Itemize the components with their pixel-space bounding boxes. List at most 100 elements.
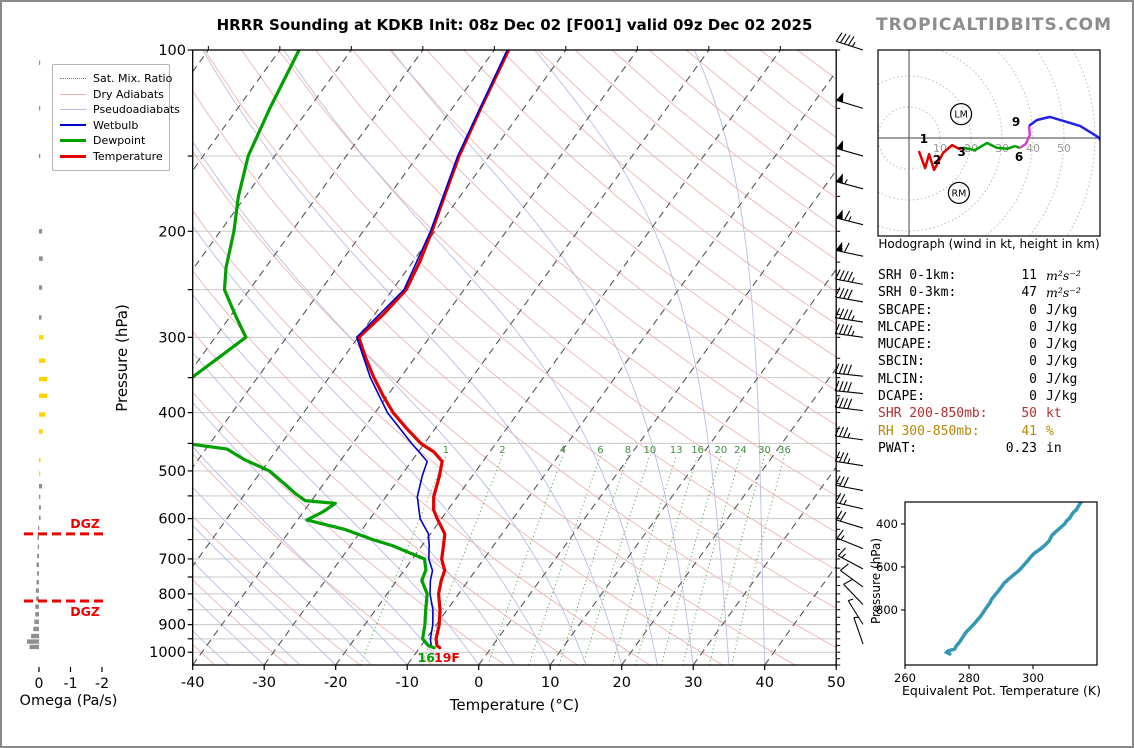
stats-label: SBCAPE: bbox=[878, 302, 933, 318]
legend-line-swatch bbox=[60, 154, 86, 158]
stats-value: 0 bbox=[1029, 389, 1037, 405]
svg-text:6: 6 bbox=[597, 445, 603, 456]
svg-text:20: 20 bbox=[715, 445, 728, 456]
svg-text:300: 300 bbox=[1022, 671, 1044, 685]
stats-value: 41 bbox=[1021, 423, 1037, 439]
svg-text:16: 16 bbox=[418, 650, 436, 665]
svg-text:2: 2 bbox=[933, 153, 941, 167]
tropicaltidbits-watermark: TROPICALTIDBITS.COM bbox=[876, 15, 1113, 35]
stats-value: 11 bbox=[1021, 268, 1037, 283]
svg-text:30: 30 bbox=[684, 675, 702, 691]
svg-text:9: 9 bbox=[1012, 115, 1020, 129]
svg-text:-2: -2 bbox=[95, 676, 109, 692]
svg-text:DGZ: DGZ bbox=[70, 516, 100, 531]
stats-value: 0 bbox=[1029, 337, 1037, 353]
sounding-stats-panel: SRH 0-1km: 11 m²s⁻² SRH 0-3km: 47 m²s⁻² SBCAPE… bbox=[878, 267, 1104, 457]
svg-text:2: 2 bbox=[499, 445, 505, 456]
legend-item: Temperature bbox=[60, 149, 163, 165]
svg-text:900: 900 bbox=[158, 618, 186, 634]
svg-text:24: 24 bbox=[734, 445, 747, 456]
legend-item-label: Sat. Mix. Ratio bbox=[93, 72, 173, 86]
thetae-x-axis-label: Equivalent Pot. Temperature (K) bbox=[902, 683, 1101, 698]
stats-unit: m²s⁻² bbox=[1046, 268, 1081, 283]
skewt-y-axis-label: Pressure (hPa) bbox=[113, 304, 131, 412]
svg-text:10: 10 bbox=[541, 675, 559, 691]
thetae-panel: 260 280 300 400 600 800 bbox=[876, 501, 1098, 685]
stats-label: PWAT: bbox=[878, 440, 918, 456]
stats-row: PWAT: 0.23 in bbox=[878, 440, 1104, 457]
svg-text:0: 0 bbox=[474, 675, 483, 691]
legend-item: Dry Adiabats bbox=[60, 87, 164, 103]
stats-unit: J/kg bbox=[1046, 371, 1078, 387]
svg-text:-10: -10 bbox=[395, 675, 419, 691]
page-title: HRRR Sounding at KDKB Init: 08z Dec 02 [… bbox=[216, 16, 813, 34]
stats-label: DCAPE: bbox=[878, 389, 925, 405]
legend-line-swatch bbox=[60, 93, 86, 95]
stats-unit: J/kg bbox=[1046, 337, 1078, 353]
svg-text:20: 20 bbox=[612, 675, 630, 691]
hodograph-trace-6-9km bbox=[1019, 125, 1032, 149]
stats-unit: m²s⁻² bbox=[1046, 285, 1081, 301]
svg-text:RM: RM bbox=[952, 188, 967, 199]
stats-label: RH 300-850mb: bbox=[878, 423, 980, 439]
stats-value: 0 bbox=[1029, 319, 1037, 335]
stats-unit: kt bbox=[1046, 406, 1062, 422]
sounding-curves bbox=[192, 50, 511, 650]
svg-text:0: 0 bbox=[35, 676, 44, 692]
svg-text:280: 280 bbox=[958, 671, 980, 685]
hodograph-trace-9-12km bbox=[1028, 115, 1100, 142]
skewt-background-lines bbox=[192, 50, 837, 665]
skewt-legend: Sat. Mix. Ratio Dry Adiabats Pseudoadiabat… bbox=[52, 64, 180, 171]
stats-row: SBCAPE: 0 J/kg bbox=[878, 302, 1104, 319]
svg-text:DGZ: DGZ bbox=[70, 604, 100, 619]
hodograph-caption: Hodograph (wind in kt, height in km) bbox=[878, 237, 1100, 251]
legend-item: Dewpoint bbox=[60, 133, 162, 149]
legend-item: Pseudoadiabats bbox=[60, 102, 180, 118]
stats-value: 47 bbox=[1021, 285, 1037, 301]
svg-text:800: 800 bbox=[876, 603, 898, 617]
omega-axis-label: Omega (Pa/s) bbox=[19, 693, 118, 709]
svg-text:400: 400 bbox=[876, 517, 898, 531]
stats-row: SHR 200-850mb: 50 kt bbox=[878, 405, 1104, 422]
svg-text:260: 260 bbox=[894, 671, 916, 685]
stats-unit: J/kg bbox=[1046, 319, 1078, 335]
legend-item-label: Wetbulb bbox=[93, 118, 139, 132]
stats-row: DCAPE: 0 J/kg bbox=[878, 388, 1104, 405]
stats-value: 0.23 bbox=[1005, 440, 1037, 456]
svg-text:100: 100 bbox=[158, 43, 186, 59]
svg-text:600: 600 bbox=[158, 512, 186, 528]
svg-text:36: 36 bbox=[778, 445, 791, 456]
svg-text:LM: LM bbox=[954, 110, 968, 121]
stats-label: SBCIN: bbox=[878, 354, 925, 370]
stats-unit: in bbox=[1046, 440, 1062, 456]
svg-text:50: 50 bbox=[1057, 142, 1071, 155]
svg-text:500: 500 bbox=[158, 464, 186, 480]
svg-text:1: 1 bbox=[920, 132, 928, 146]
svg-text:40: 40 bbox=[1026, 142, 1040, 155]
wind-barb-column bbox=[834, 32, 864, 645]
curve-dewpoint bbox=[192, 50, 436, 650]
svg-text:50: 50 bbox=[827, 675, 845, 691]
svg-text:3: 3 bbox=[957, 145, 965, 159]
thetae-curve bbox=[943, 502, 1083, 656]
svg-text:16: 16 bbox=[691, 445, 704, 456]
stats-label: SHR 200-850mb: bbox=[878, 406, 988, 422]
stats-row: MLCIN: 0 J/kg bbox=[878, 371, 1104, 388]
svg-text:1000: 1000 bbox=[149, 645, 186, 661]
svg-text:-20: -20 bbox=[324, 675, 348, 691]
stats-value: 0 bbox=[1029, 371, 1037, 387]
svg-text:13: 13 bbox=[670, 445, 683, 456]
svg-text:200: 200 bbox=[158, 224, 186, 240]
svg-text:-1: -1 bbox=[64, 676, 78, 692]
svg-text:-40: -40 bbox=[181, 675, 205, 691]
stats-unit: J/kg bbox=[1046, 354, 1078, 370]
svg-text:40: 40 bbox=[755, 675, 773, 691]
legend-line-swatch bbox=[60, 109, 86, 111]
stats-row: MUCAPE: 0 J/kg bbox=[878, 336, 1104, 353]
stats-value: 0 bbox=[1029, 302, 1037, 318]
svg-text:30: 30 bbox=[758, 445, 771, 456]
